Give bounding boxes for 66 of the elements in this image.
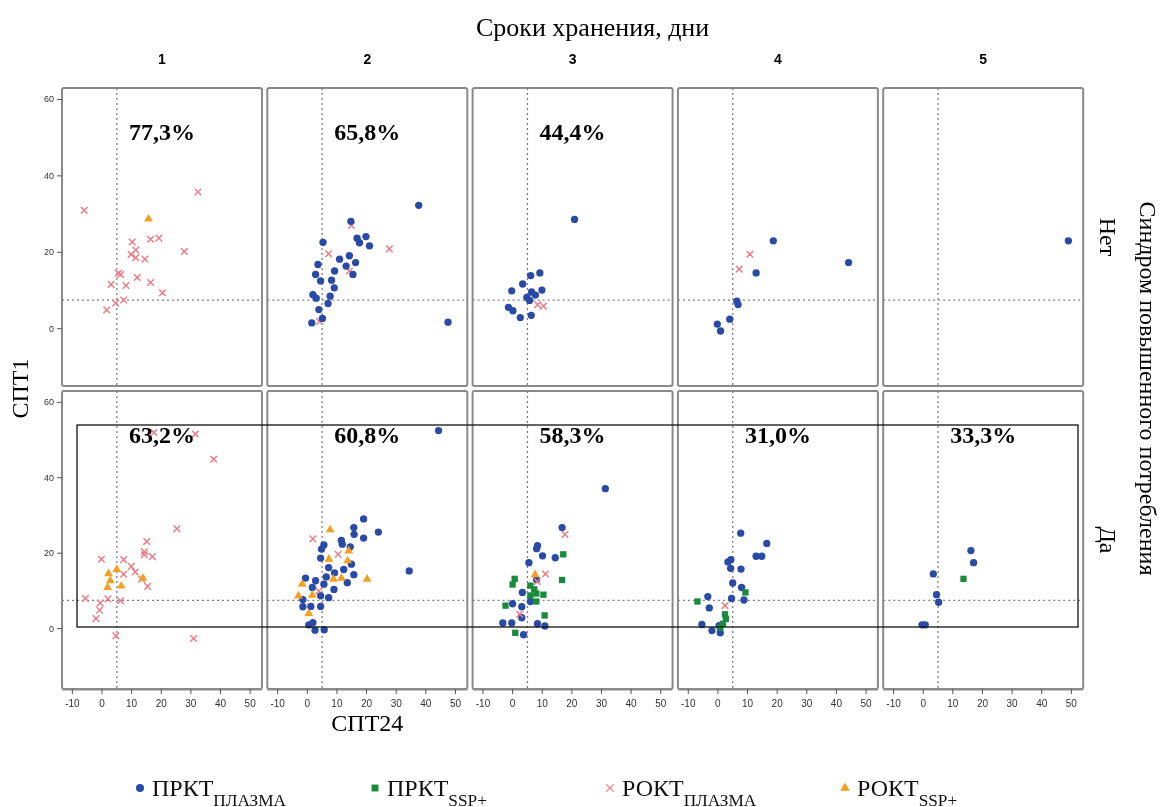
chart-title: 4 [774,51,782,67]
x-tick-label: 50 [449,698,462,709]
x-tick-label: 10 [947,698,959,709]
y2-axis-title: Нет [1095,217,1121,257]
x-tick-label: 10 [536,698,549,709]
x-tick-label: 30 [185,698,197,709]
annotation: 60,8% [334,422,401,448]
x-tick-label: 30 [390,698,403,709]
annotation: 33,3% [950,422,1017,448]
annotation: 58,3% [539,422,606,448]
x-tick-label: 40 [830,698,843,709]
x-tick-label: -10 [65,698,81,709]
x-tick-label: 10 [741,698,754,709]
x-tick-label: -10 [475,698,491,709]
x-tick-label: 30 [801,698,813,709]
y-tick-label: 20 [43,247,54,258]
x-tick-label: 20 [155,698,168,709]
annotation: 31,0% [744,422,811,448]
x-tick-label: 40 [214,698,227,709]
legend-label: ПРКТ$_{ПЛАЗМА}$ [152,775,287,807]
x-tick-label: 50 [860,698,873,709]
x-tick-label: 20 [771,698,784,709]
annotation: 77,3% [129,119,195,145]
text: Синдром повышенного потребления [1135,201,1161,576]
x-tick-label: 20 [976,698,989,709]
x-tick-label: 30 [1006,698,1019,709]
chart-subtitle: Сроки хранения, дни [475,13,710,42]
x-tick-label: 0 [715,698,722,709]
x-tick-label: 0 [304,698,311,709]
x-tick-label: 0 [920,698,927,709]
x-tick-label: -10 [681,698,696,709]
x-tick-label: 50 [1065,698,1078,709]
x-tick-label: 20 [566,698,578,709]
legend-label: ПРКТ$_{SSP+}$ [387,775,487,807]
y-axis-title: СПТ1 [7,358,33,419]
legend-label: РОКТ$_{SSP+}$ [857,775,958,807]
y-tick-label: 40 [43,472,54,483]
x-tick-label: 40 [420,698,432,709]
x-tick-label: 50 [244,698,257,709]
y-tick-label: 0 [48,623,54,634]
x-tick-label: 40 [1036,698,1048,709]
x-axis-title: СПТ24 [331,710,404,736]
x-tick-label: 40 [625,698,638,709]
annotation: 44,4% [539,119,606,145]
x-tick-label: 50 [655,698,667,709]
x-tick-label: 20 [361,698,373,709]
chart-title: 2 [363,51,372,67]
x-tick-label: 0 [509,698,516,709]
y2-axis-title: Да [1095,526,1121,554]
y-tick-label: 20 [43,548,54,559]
x-tick-label: -10 [886,698,902,709]
x-tick-label: 10 [331,698,343,709]
y-tick-label: 0 [48,323,54,334]
annotation: 65,8% [334,119,401,145]
x-tick-label: 10 [126,698,138,709]
chart-title: 3 [568,51,577,67]
legend-label: РОКТ$_{ПЛАЗМА}$ [622,775,757,807]
y-tick-label: 60 [43,94,54,105]
annotation: 63,2% [129,422,195,448]
y-tick-label: 40 [43,170,54,181]
y-tick-label: 60 [43,397,54,408]
x-tick-label: 0 [99,698,106,709]
x-tick-label: -10 [270,698,286,709]
chart-title: 5 [979,51,988,67]
chart-title: 1 [158,51,167,67]
x-tick-label: 30 [595,698,608,709]
